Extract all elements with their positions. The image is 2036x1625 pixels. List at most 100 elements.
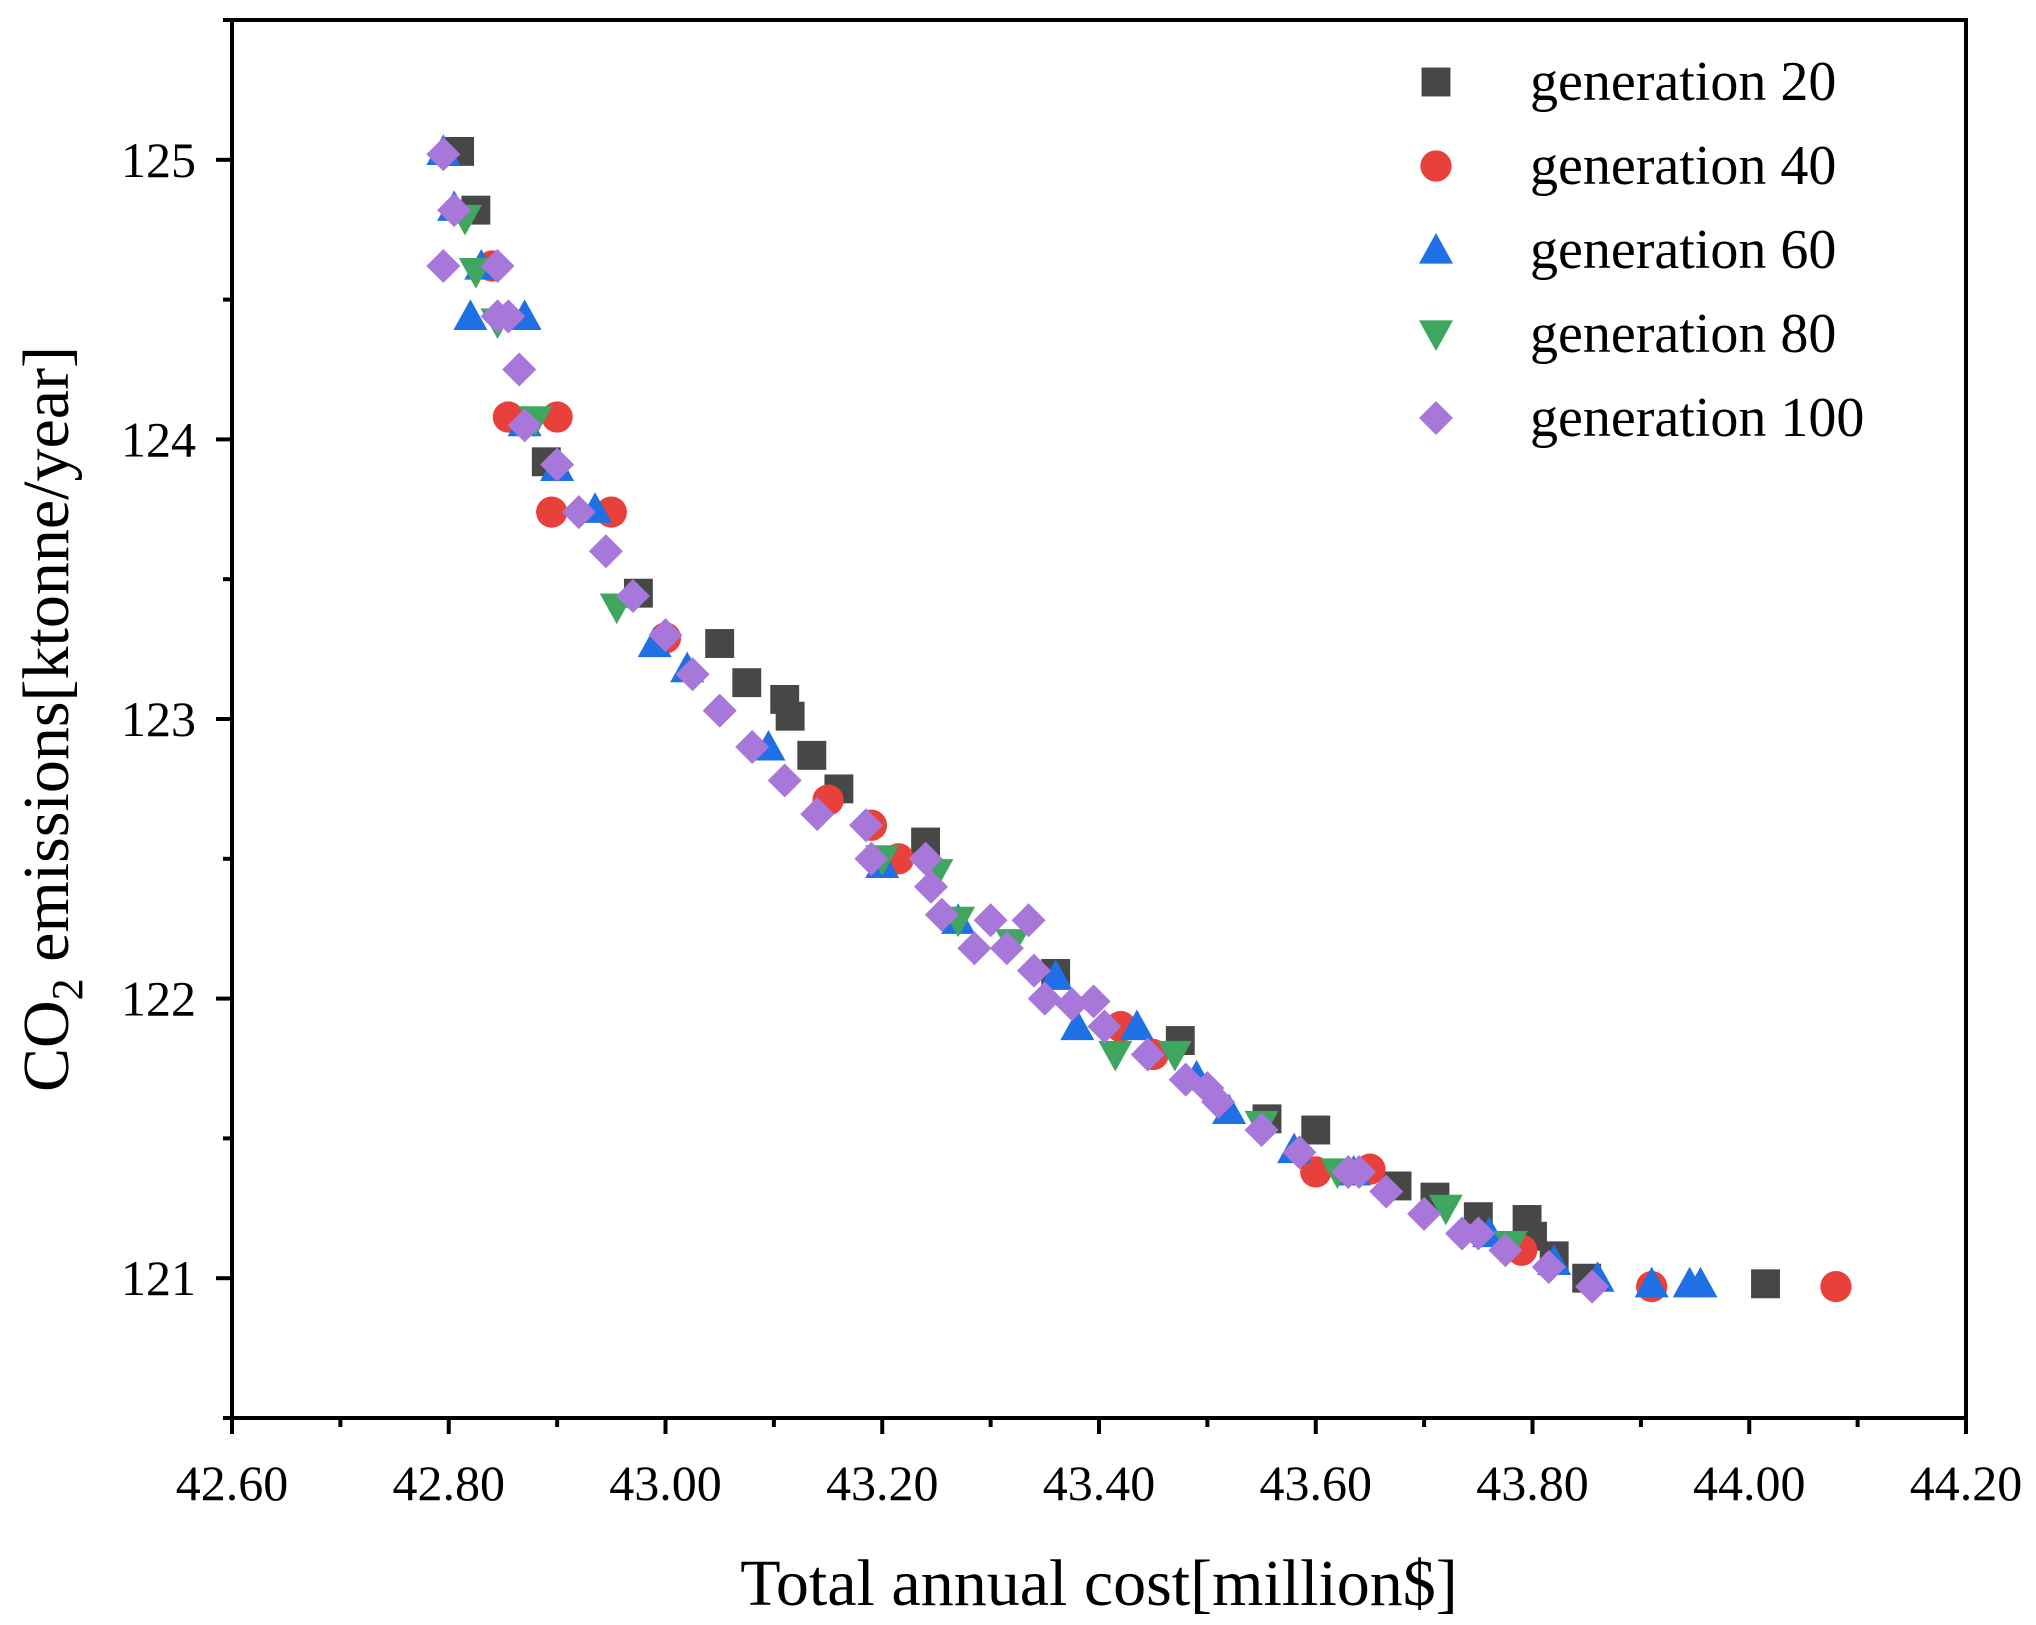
data-point-s5-20 [854, 841, 889, 876]
data-point-s5-26 [989, 931, 1024, 966]
x-tick-label: 43.00 [609, 1455, 722, 1511]
y-tick-label: 122 [121, 971, 196, 1027]
legend-marker-3 [1419, 233, 1453, 264]
data-point-s5-14 [675, 657, 710, 692]
y-axis-title: CO2 emissions[ktonne/year] [10, 346, 92, 1092]
data-point-s5-28 [1016, 953, 1051, 988]
data-point-s5-4 [480, 249, 515, 284]
series-5 [426, 137, 1610, 1304]
x-tick-label: 44.20 [1910, 1455, 2023, 1511]
legend-label-5: generation 100 [1530, 387, 1864, 449]
data-point-s1-15 [1301, 1115, 1331, 1145]
data-point-s5-6 [491, 299, 526, 334]
data-point-s5-36 [1201, 1085, 1236, 1120]
data-point-s5-27 [1011, 903, 1046, 938]
data-point-s5-33 [1130, 1037, 1165, 1072]
legend-label-2: generation 40 [1530, 135, 1836, 197]
legend-item-5: generation 100 [1419, 387, 1864, 449]
y-axis-title-co: CO [10, 1000, 83, 1092]
legend-item-3: generation 60 [1419, 219, 1836, 281]
x-tick-label: 42.80 [393, 1455, 506, 1511]
x-tick-label: 43.80 [1476, 1455, 1589, 1511]
data-point-s1-5 [705, 629, 735, 658]
data-point-s4-14 [1428, 1194, 1463, 1226]
data-point-s5-7 [502, 352, 537, 387]
y-tick-label: 123 [121, 691, 196, 747]
data-point-s4-11 [1157, 1040, 1192, 1072]
data-point-s5-13 [648, 618, 683, 653]
data-point-s1-9 [797, 740, 827, 770]
legend-item-4: generation 80 [1419, 303, 1836, 365]
data-point-s1-23 [1751, 1269, 1780, 1299]
data-point-s2-12 [1300, 1156, 1332, 1188]
data-point-s5-31 [1076, 984, 1111, 1019]
legend-item-2: generation 40 [1420, 135, 1836, 197]
data-point-s5-15 [702, 693, 737, 728]
y-axis-title-rest: emissions[ktonne/year] [10, 346, 83, 978]
legend-item-1: generation 20 [1421, 51, 1836, 113]
data-point-s5-41 [1369, 1174, 1404, 1209]
data-point-s5-1 [426, 137, 461, 172]
data-point-s5-44 [1461, 1216, 1496, 1251]
data-point-s5-24 [957, 931, 992, 966]
y-tick-label: 124 [121, 411, 196, 467]
data-point-s3-15 [1060, 1009, 1095, 1041]
data-point-s5-19 [848, 808, 883, 843]
data-point-s2-16 [1820, 1270, 1852, 1303]
data-point-s5-9 [540, 447, 575, 482]
data-point-s5-3 [426, 249, 461, 284]
data-point-s3-16 [1119, 1009, 1154, 1041]
data-point-s5-42 [1407, 1196, 1442, 1231]
data-point-s5-37 [1244, 1113, 1279, 1148]
legend-label-1: generation 20 [1530, 51, 1836, 113]
data-point-s5-11 [588, 534, 623, 569]
legend: generation 20 generation 40 generation 60 g… [1419, 51, 1864, 449]
x-tick-label: 42.60 [176, 1455, 289, 1511]
x-tick-label: 43.60 [1260, 1455, 1373, 1511]
x-tick-label: 43.20 [826, 1455, 939, 1511]
data-point-s3-3 [453, 299, 488, 330]
data-point-s5-23 [924, 897, 959, 932]
data-point-s1-8 [775, 701, 805, 731]
data-point-s5-29 [1027, 981, 1062, 1016]
x-axis-ticks: 42.60 42.80 43.00 43.20 43.40 43.60 43.80 44.00… [176, 1418, 2023, 1511]
data-point-s1-6 [732, 668, 762, 698]
x-tick-label: 44.00 [1693, 1455, 1806, 1511]
data-point-s5-47 [1575, 1269, 1610, 1304]
data-point-s3-14 [1038, 959, 1073, 990]
legend-label-4: generation 80 [1530, 303, 1836, 365]
legend-marker-1 [1421, 67, 1451, 97]
y-axis-ticks: 121 122 123 124 125 [121, 18, 232, 1420]
legend-marker-2 [1420, 150, 1452, 182]
data-point-s3-24 [1634, 1266, 1669, 1298]
x-tick-label: 43.40 [1043, 1455, 1156, 1511]
data-point-s5-18 [800, 797, 835, 832]
data-point-s5-40 [1342, 1154, 1377, 1189]
x-axis-title: Total annual cost[million$] [740, 1547, 1458, 1620]
data-point-s5-30 [1054, 987, 1089, 1022]
data-point-s5-8 [507, 408, 542, 443]
data-point-s5-2 [437, 193, 472, 228]
y-tick-label: 121 [121, 1250, 196, 1306]
data-point-s5-45 [1488, 1233, 1523, 1268]
legend-label-3: generation 60 [1530, 219, 1836, 281]
data-point-s3-26 [1683, 1266, 1718, 1298]
data-point-s5-46 [1531, 1250, 1566, 1285]
data-point-s5-38 [1282, 1135, 1317, 1170]
data-point-s4-10 [1098, 1040, 1133, 1072]
y-axis-title-subscript: 2 [43, 978, 92, 1000]
data-point-s5-25 [973, 903, 1008, 938]
data-point-s5-10 [561, 495, 596, 530]
data-point-s5-16 [735, 729, 770, 764]
data-point-s5-17 [767, 763, 802, 798]
legend-marker-4 [1419, 320, 1453, 351]
data-point-s5-32 [1087, 1009, 1122, 1044]
data-points [426, 134, 1852, 1304]
data-point-s5-21 [908, 841, 943, 876]
data-point-s5-12 [615, 578, 650, 613]
data-point-s5-22 [914, 869, 949, 904]
y-tick-label: 125 [121, 132, 196, 188]
data-point-s2-4 [536, 496, 568, 528]
